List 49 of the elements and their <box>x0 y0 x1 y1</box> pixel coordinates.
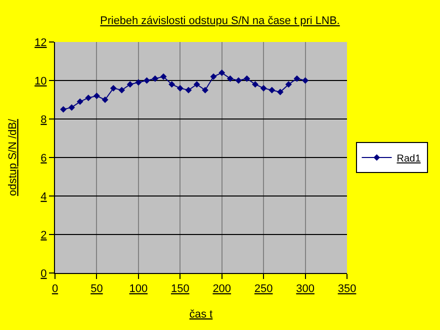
x-tick-label: 250 <box>254 283 273 296</box>
x-axis-title: čas t <box>189 308 213 320</box>
point <box>168 81 176 88</box>
point <box>60 106 67 113</box>
point <box>93 92 100 100</box>
point <box>194 81 200 88</box>
point <box>85 94 92 102</box>
x-tick-label: 350 <box>338 283 356 296</box>
point <box>244 75 250 82</box>
point <box>152 75 158 82</box>
point <box>160 73 167 80</box>
point <box>176 84 184 92</box>
point <box>277 88 284 96</box>
point <box>110 84 117 92</box>
point <box>210 73 217 80</box>
point <box>68 104 75 111</box>
x-tick-label: 150 <box>170 283 190 296</box>
point <box>118 86 125 94</box>
legend-label: Rad1 <box>396 153 422 164</box>
point <box>144 77 150 84</box>
x-tick-label: 200 <box>212 283 232 296</box>
point <box>268 86 276 94</box>
point <box>202 86 208 94</box>
point <box>252 81 258 88</box>
point <box>102 96 108 103</box>
y-tick-label: 4 <box>40 190 47 203</box>
y-tick-label: 2 <box>40 229 47 242</box>
x-tick-label: 300 <box>296 283 314 296</box>
point <box>302 77 309 84</box>
x-tick-label: 100 <box>129 283 148 296</box>
y-tick-label: 0 <box>40 268 47 280</box>
y-axis-title: odstup S/N /dB/ <box>7 118 20 196</box>
point <box>218 70 226 76</box>
point <box>126 81 134 88</box>
point <box>76 98 84 105</box>
y-tick-label: 12 <box>34 36 47 49</box>
point <box>185 86 192 94</box>
chart-title: Priebeh závislosti odstupu S/N na čase t pri LNB. <box>100 15 340 28</box>
y-tick-label: 10 <box>34 75 47 88</box>
point <box>294 75 300 82</box>
y-tick-label: 6 <box>40 152 47 164</box>
x-tick-label: 0 <box>52 283 58 296</box>
point <box>235 77 242 84</box>
point <box>285 81 292 88</box>
point <box>135 79 142 86</box>
y-tick-label: 8 <box>40 114 47 126</box>
point <box>260 84 267 92</box>
x-tick-label: 50 <box>90 283 103 296</box>
point <box>226 75 234 82</box>
